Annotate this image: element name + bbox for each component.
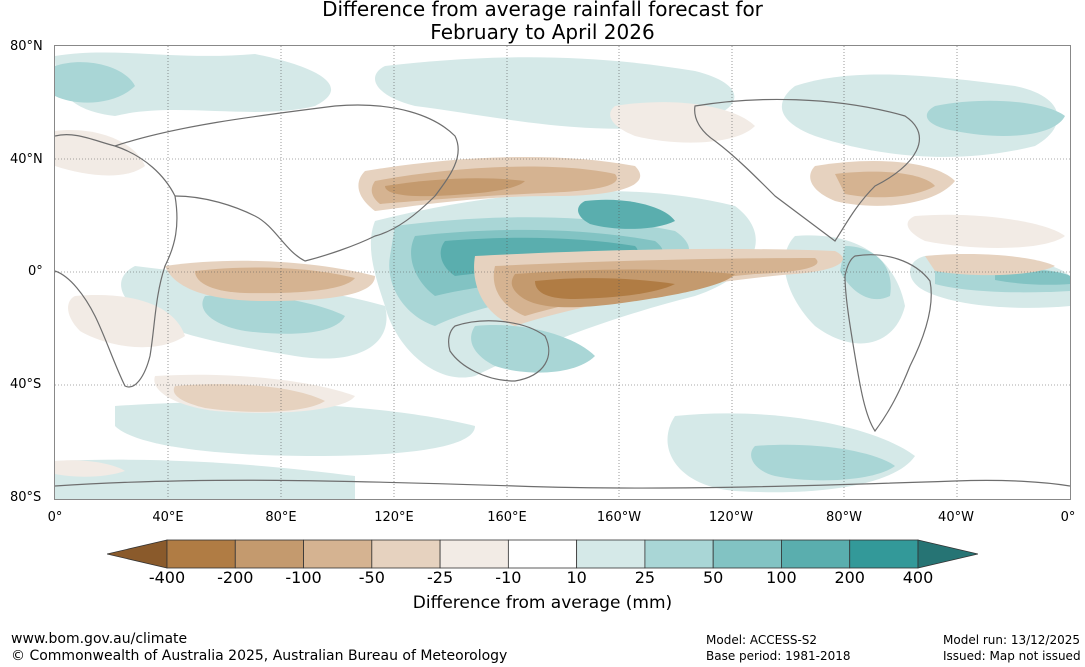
colorbar-tick-label: 10	[566, 568, 587, 587]
colorbar-segment	[371, 539, 441, 569]
colorbar	[106, 539, 979, 569]
lon-label-40e: 40°E	[152, 510, 184, 525]
footer-base-period: Base period: 1981-2018	[706, 649, 851, 663]
footer-model: Model: ACCESS-S2	[706, 633, 818, 647]
map-title-line-1: Difference from average rainfall forecas…	[322, 0, 763, 21]
colorbar-segment	[303, 539, 373, 569]
colorbar-segment	[166, 539, 236, 569]
colorbar-segment	[644, 539, 714, 569]
lat-label-40s: 40°S	[10, 377, 42, 392]
colorbar-segment	[849, 539, 919, 569]
colorbar-tick-label: 100	[766, 568, 797, 587]
colorbar-tick-label: 400	[902, 568, 934, 587]
footer-website: www.bom.gov.au/climate	[11, 631, 188, 647]
colorbar-tick-label: -10	[495, 568, 522, 587]
colorbar-label: Difference from average (mm)	[412, 593, 673, 613]
map-title-line-2: February to April 2026	[430, 20, 655, 44]
lon-label-40w: 40°W	[938, 510, 974, 525]
colorbar-tick-label: 50	[702, 568, 724, 587]
lat-label-80s: 80°S	[10, 490, 42, 505]
colorbar-extend-low	[106, 539, 168, 569]
lon-label-80e: 80°E	[265, 510, 297, 525]
footer-copyright: © Commonwealth of Australia 2025, Austra…	[11, 648, 508, 664]
colorbar-segment	[576, 539, 646, 569]
colorbar-segment	[507, 539, 578, 569]
colorbar-segment	[439, 539, 509, 569]
lon-label-160w: 160°W	[596, 510, 642, 525]
colorbar-segment	[234, 539, 304, 569]
colorbar-tick-label: 200	[834, 568, 865, 587]
graticule	[55, 46, 1070, 499]
lon-label-120w: 120°W	[708, 510, 754, 525]
colorbar-tick-label: -50	[358, 568, 385, 587]
lon-label-160e: 160°E	[487, 510, 527, 525]
lon-label-120e: 120°E	[374, 510, 414, 525]
lat-label-80n: 80°N	[10, 39, 43, 54]
colorbar-tick-label: -400	[148, 568, 186, 587]
colorbar-svg	[106, 539, 979, 569]
colorbar-tick-label: -200	[217, 568, 254, 587]
coastlines	[55, 98, 1070, 489]
colorbar-tick-label: -100	[285, 568, 322, 587]
colorbar-tick-label: 25	[634, 568, 656, 587]
colorbar-segment	[712, 539, 782, 569]
anomaly-extremely-dry-areas	[535, 278, 675, 299]
colorbar-tick-label: -25	[427, 568, 454, 587]
rainfall-difference-map	[54, 45, 1071, 500]
lon-label-0-west: 0°	[47, 510, 63, 525]
footer-model-run: Model run: 13/12/2025	[943, 633, 1081, 647]
map-canvas	[55, 46, 1070, 499]
colorbar-segment	[781, 539, 851, 569]
lon-label-0-east: 0°	[1060, 510, 1076, 525]
colorbar-extend-high	[917, 539, 979, 569]
footer-issued: Issued: Map not issued	[943, 649, 1081, 663]
lat-label-equator: 0°	[28, 264, 43, 279]
lat-label-40n: 40°N	[10, 152, 43, 167]
lon-label-80w: 80°W	[826, 510, 862, 525]
